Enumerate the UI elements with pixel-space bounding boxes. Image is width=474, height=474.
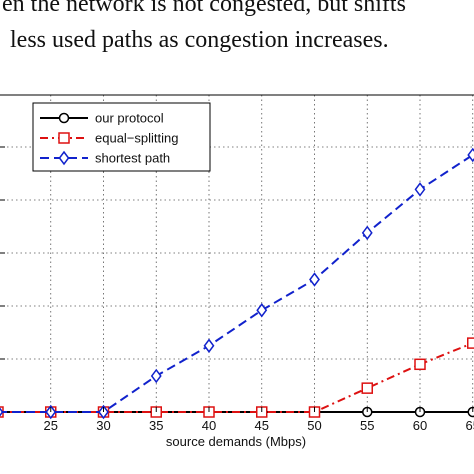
data-point [0, 407, 4, 417]
legend-marker [58, 132, 70, 144]
x-axis-ticks: 25 30 35 40 45 50 55 60 65 [44, 407, 474, 433]
x-tick-label: 40 [202, 418, 216, 433]
data-point [361, 382, 373, 394]
series-equal-splitting [0, 337, 474, 418]
data-point [203, 338, 215, 353]
x-tick-label: 35 [149, 418, 163, 433]
series-our-protocol [0, 406, 474, 418]
x-tick-label: 25 [44, 418, 58, 433]
data-point [256, 302, 268, 318]
series-line [0, 153, 474, 413]
data-point [467, 147, 474, 163]
legend-marker [58, 112, 70, 124]
series-line [0, 408, 474, 413]
x-tick-label: 65 [466, 418, 474, 433]
data-point [414, 358, 426, 371]
legend-label: our protocol [95, 111, 164, 126]
x-axis-label: source demands (Mbps) [166, 434, 306, 449]
caption-line-2: less used paths as congestion increases. [10, 27, 389, 53]
x-tick-label: 30 [96, 418, 110, 433]
series-line [0, 340, 474, 413]
x-tick-label: 50 [307, 418, 321, 433]
x-tick-label: 45 [255, 418, 269, 433]
grid [0, 95, 474, 412]
data-point [150, 368, 162, 384]
legend: our protocol equal−splitting shortest path [32, 102, 211, 172]
x-tick-label: 55 [360, 418, 374, 433]
data-point [361, 225, 373, 241]
data-point [414, 182, 426, 197]
x-tick-label: 60 [413, 418, 427, 433]
legend-label: equal−splitting [95, 131, 178, 146]
legend-marker [58, 150, 70, 166]
data-point [467, 337, 474, 349]
legend-label: shortest path [95, 151, 170, 166]
caption-line-1: en the network is not congested, but shi… [2, 0, 406, 17]
data-point [309, 272, 320, 287]
